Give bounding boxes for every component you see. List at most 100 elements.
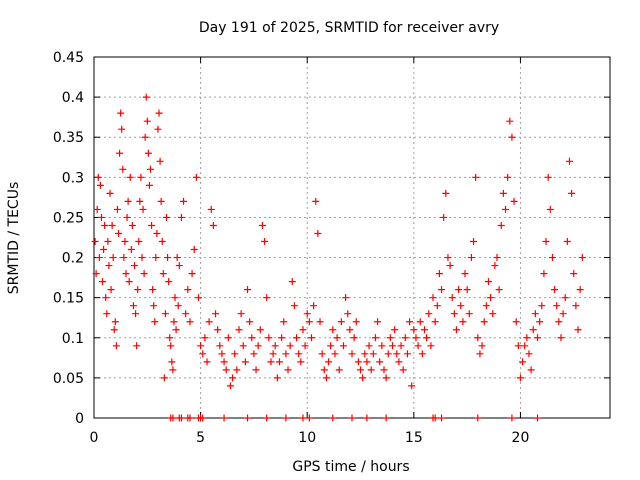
data-point [173,254,181,262]
data-point [224,334,232,342]
data-point [440,213,448,221]
data-point [91,238,99,246]
data-point [133,342,141,350]
data-point [371,334,379,342]
y-tick-label: 0.45 [53,50,84,66]
data-point [273,374,281,382]
data-point [574,326,582,334]
data-point [280,318,288,326]
data-point [516,374,524,382]
data-point [348,414,356,422]
data-point [138,254,146,262]
data-point [497,221,505,229]
data-point [433,302,441,310]
data-point [152,254,160,262]
data-point [168,358,176,366]
x-tick-label: 20 [512,430,530,446]
data-point [231,350,239,358]
data-point [123,213,131,221]
data-point [175,262,183,270]
y-tick-label: 0.4 [62,90,84,106]
data-point [169,414,177,422]
y-tick-label: 0.05 [53,371,84,387]
data-point [344,310,352,318]
data-point [376,358,384,366]
data-point [470,238,478,246]
data-point [431,414,439,422]
data-point [363,358,371,366]
data-point [359,374,367,382]
data-point [95,254,103,262]
data-point [134,286,142,294]
data-point [410,326,418,334]
data-point [546,205,554,213]
data-point [106,189,114,197]
data-point [548,254,556,262]
data-point [190,246,198,254]
data-point [140,270,148,278]
data-point [105,262,113,270]
data-point [160,374,168,382]
y-tick-label: 0.15 [53,291,84,307]
data-point [348,350,356,358]
data-point [506,117,514,125]
data-point [463,286,471,294]
data-point [382,374,390,382]
data-point [482,302,490,310]
data-point [523,334,531,342]
data-point [286,342,294,350]
data-point [553,302,561,310]
data-point [491,262,499,270]
data-point [508,133,516,141]
data-point [452,326,460,334]
data-point [395,358,403,366]
data-point [263,294,271,302]
data-point [171,294,179,302]
data-point [122,270,130,278]
y-tick-label: 0.2 [62,251,84,267]
data-point [423,334,431,342]
data-point [154,125,162,133]
data-point [397,342,405,350]
data-point [201,334,209,342]
data-point [164,254,172,262]
data-point [150,302,158,310]
data-point [186,414,194,422]
data-point [480,318,488,326]
data-point [484,278,492,286]
data-point [531,310,539,318]
data-point [235,326,243,334]
data-point [335,366,343,374]
data-point [438,414,446,422]
data-point [382,414,390,422]
data-point [565,157,573,165]
data-point [461,270,469,278]
data-point [329,414,337,422]
data-point [361,350,369,358]
data-point [128,221,136,229]
data-point [220,358,228,366]
data-point [167,342,175,350]
data-point [199,414,207,422]
data-point [563,238,571,246]
data-point [333,334,341,342]
data-point [474,414,482,422]
data-point [297,358,305,366]
data-point [467,254,475,262]
data-point [276,358,284,366]
data-point [108,221,116,229]
data-point [197,342,205,350]
data-point [322,374,330,382]
data-point [572,302,580,310]
data-point [177,213,185,221]
data-point [117,109,125,117]
data-point [529,326,537,334]
data-point [282,414,290,422]
data-point [159,270,167,278]
data-point [222,366,230,374]
data-point [561,294,569,302]
data-point [312,197,320,205]
data-point [393,350,401,358]
data-point [342,294,350,302]
data-point [100,246,108,254]
